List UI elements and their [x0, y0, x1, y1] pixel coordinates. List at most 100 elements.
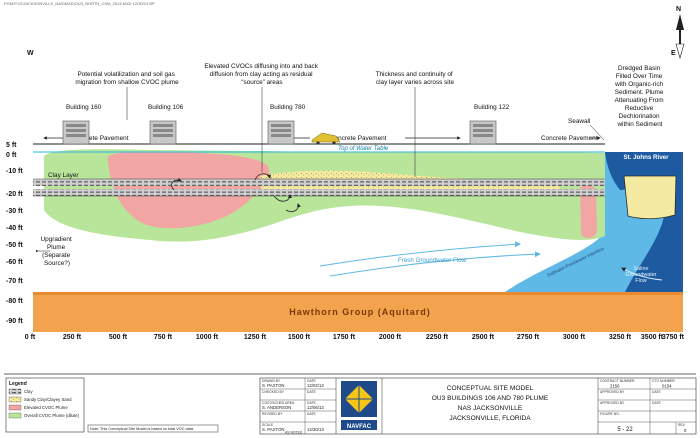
building-160-label: Building 160 — [66, 104, 102, 111]
elevated-cvoc-plume-right — [580, 185, 597, 239]
legend-title: Legend — [9, 381, 27, 387]
tb-row-name: S. PAXTON — [262, 427, 285, 432]
tb-contract-label: CONTRACT NUMBER — [600, 379, 635, 383]
diffusion-arrows — [171, 173, 301, 212]
y-tick: -10 ft — [6, 168, 23, 175]
tb-row-date-label: DATE — [307, 390, 317, 394]
tb-cto-label: CTO NUMBER — [652, 379, 675, 383]
tb-row-name: S. ANDERSON — [262, 405, 291, 410]
st-johns-river-label: St. Johns River — [623, 154, 669, 161]
tb-row-label: REVISED BY — [262, 412, 283, 416]
legend-item-clay: Clay — [24, 389, 33, 394]
x-tick: 2500 ft — [472, 334, 495, 341]
x-axis: 0 ft 250 ft 500 ft 750 ft 1000 ft 1250 f… — [25, 334, 685, 341]
tb-figure-label: FIGURE NO. — [600, 412, 620, 416]
compass-north: N — [676, 6, 681, 13]
navfac-logo-text: NAVFAC — [347, 424, 372, 430]
x-tick: 250 ft — [63, 334, 82, 341]
tb-row-label: DRAWN BY — [262, 379, 281, 383]
tb-row-date-label: DATE — [307, 412, 317, 416]
x-tick: 3500 ft — [641, 334, 664, 341]
tb-rev-value: 0 — [684, 428, 687, 433]
x-tick: 1250 ft — [244, 334, 267, 341]
building-780-icon — [267, 120, 295, 145]
vehicle-icon — [311, 132, 341, 145]
tb-row-date: 12/06/13 — [307, 405, 324, 410]
tb-approved-1: APPROVED BY — [600, 390, 625, 394]
title-line-1: CONCEPTUAL SITE MODEL — [447, 385, 534, 392]
x-tick: 3750 ft — [662, 334, 685, 341]
compass-east: E — [671, 50, 676, 57]
tb-scale-value: AS NOTED — [285, 431, 303, 435]
y-tick: -50 ft — [6, 242, 23, 249]
fresh-gw-label: Fresh Groundwater Flow — [398, 257, 467, 264]
tb-row-name: S. PAXTON — [262, 383, 285, 388]
y-tick: 0 ft — [6, 152, 17, 159]
elevated-cvocs-annotation: Elevated CVOCs diffusing into and back d… — [204, 63, 319, 86]
y-tick: -90 ft — [6, 318, 23, 325]
y-tick: -60 ft — [6, 259, 23, 266]
tb-date-label-2: DATE — [652, 401, 662, 405]
title-block — [259, 377, 697, 435]
y-tick: 5 ft — [6, 142, 17, 149]
tb-date-label-1: DATE — [652, 390, 662, 394]
x-tick: 3250 ft — [609, 334, 632, 341]
water-table-label: Top of Water Table — [338, 146, 389, 152]
north-arrow-icon — [675, 14, 685, 60]
seawall-label: Seawall — [568, 118, 590, 125]
tb-rev-label: REV — [678, 423, 686, 427]
thickness-annotation: Thickness and continuity of clay layer v… — [376, 71, 455, 86]
y-tick: -80 ft — [6, 298, 23, 305]
legend: Legend Clay Sandy Clay/Clayey Sand Eleva… — [5, 377, 85, 433]
x-tick: 2250 ft — [426, 334, 449, 341]
tb-approved-2: APPROVED BY — [600, 401, 625, 405]
tb-figure-value: 5 - 22 — [617, 427, 633, 433]
pavement-label-1: Concrete Pavement — [72, 135, 129, 142]
legend-item-sandy: Sandy Clay/Clayey Sand — [24, 397, 72, 402]
building-106-icon — [149, 120, 177, 145]
x-tick: 3000 ft — [563, 334, 586, 341]
tb-row-date: 12/02/13 — [307, 383, 324, 388]
hawthorn-aquitard — [33, 292, 683, 332]
x-tick: 2750 ft — [517, 334, 540, 341]
y-tick: -70 ft — [6, 278, 23, 285]
tb-row-label: SCALE — [262, 423, 274, 427]
tb-cto-value: 0154 — [662, 384, 672, 389]
y-tick: -20 ft — [6, 191, 23, 198]
y-axis: 5 ft 0 ft -10 ft -20 ft -30 ft -40 ft -5… — [6, 142, 23, 325]
compass-west: W — [27, 50, 34, 57]
x-tick: 1500 ft — [288, 334, 311, 341]
file-path: PGM:P:\G\JACKSONVILLE_NAS\MXD\OU3_NORTH_… — [4, 1, 155, 6]
title-line-2: OU3 BUILDINGS 106 AND 780 PLUME — [432, 395, 549, 402]
tb-row-date: 12/30/13 — [307, 427, 324, 432]
legend-item-elevated: Elevated CVOC Plume — [24, 405, 68, 410]
fresh-groundwater-arrows — [319, 241, 541, 277]
title-line-4: JACKSONVILLE, FLORIDA — [449, 415, 531, 422]
y-tick: -40 ft — [6, 225, 23, 232]
x-tick: 2000 ft — [379, 334, 402, 341]
upgradient-annotation: Upgradient Plume (Separate Source?) — [40, 236, 73, 267]
x-tick: 0 ft — [25, 334, 36, 341]
clay-layer-label: Clay Layer — [48, 172, 79, 179]
tb-row-label: CHECKED BY — [262, 390, 285, 394]
dredged-basin-annotation: Dredged Basin Filled Over Time with Orga… — [614, 65, 665, 128]
pavement-label-3: Concrete Pavement — [541, 135, 598, 142]
building-106-label: Building 106 — [148, 104, 184, 111]
saline-flow-label: Saline Groundwater Flow — [625, 266, 656, 284]
tb-row-date-label: DATE — [307, 401, 317, 405]
saline-arrow — [621, 267, 663, 281]
clay-layer — [33, 178, 605, 197]
tb-contract-value: 2156 — [610, 384, 620, 389]
legend-item-overall: Overall CVOC Plume (dilute) — [24, 413, 79, 418]
building-780-label: Building 780 — [270, 104, 306, 111]
x-tick: 1000 ft — [196, 334, 219, 341]
dredged-basin — [623, 175, 677, 220]
hawthorn-label: Hawthorn Group (Aquitard) — [289, 307, 431, 317]
note-text: Note: This Conceptual Site Model is base… — [90, 427, 194, 431]
title-line-3: NAS JACKSONVILLE — [458, 405, 523, 412]
y-tick: -30 ft — [6, 208, 23, 215]
navfac-logo-icon — [341, 381, 377, 430]
tb-row-date-label: DATE — [307, 379, 317, 383]
pavement-label-2: Concrete Pavement — [330, 135, 387, 142]
